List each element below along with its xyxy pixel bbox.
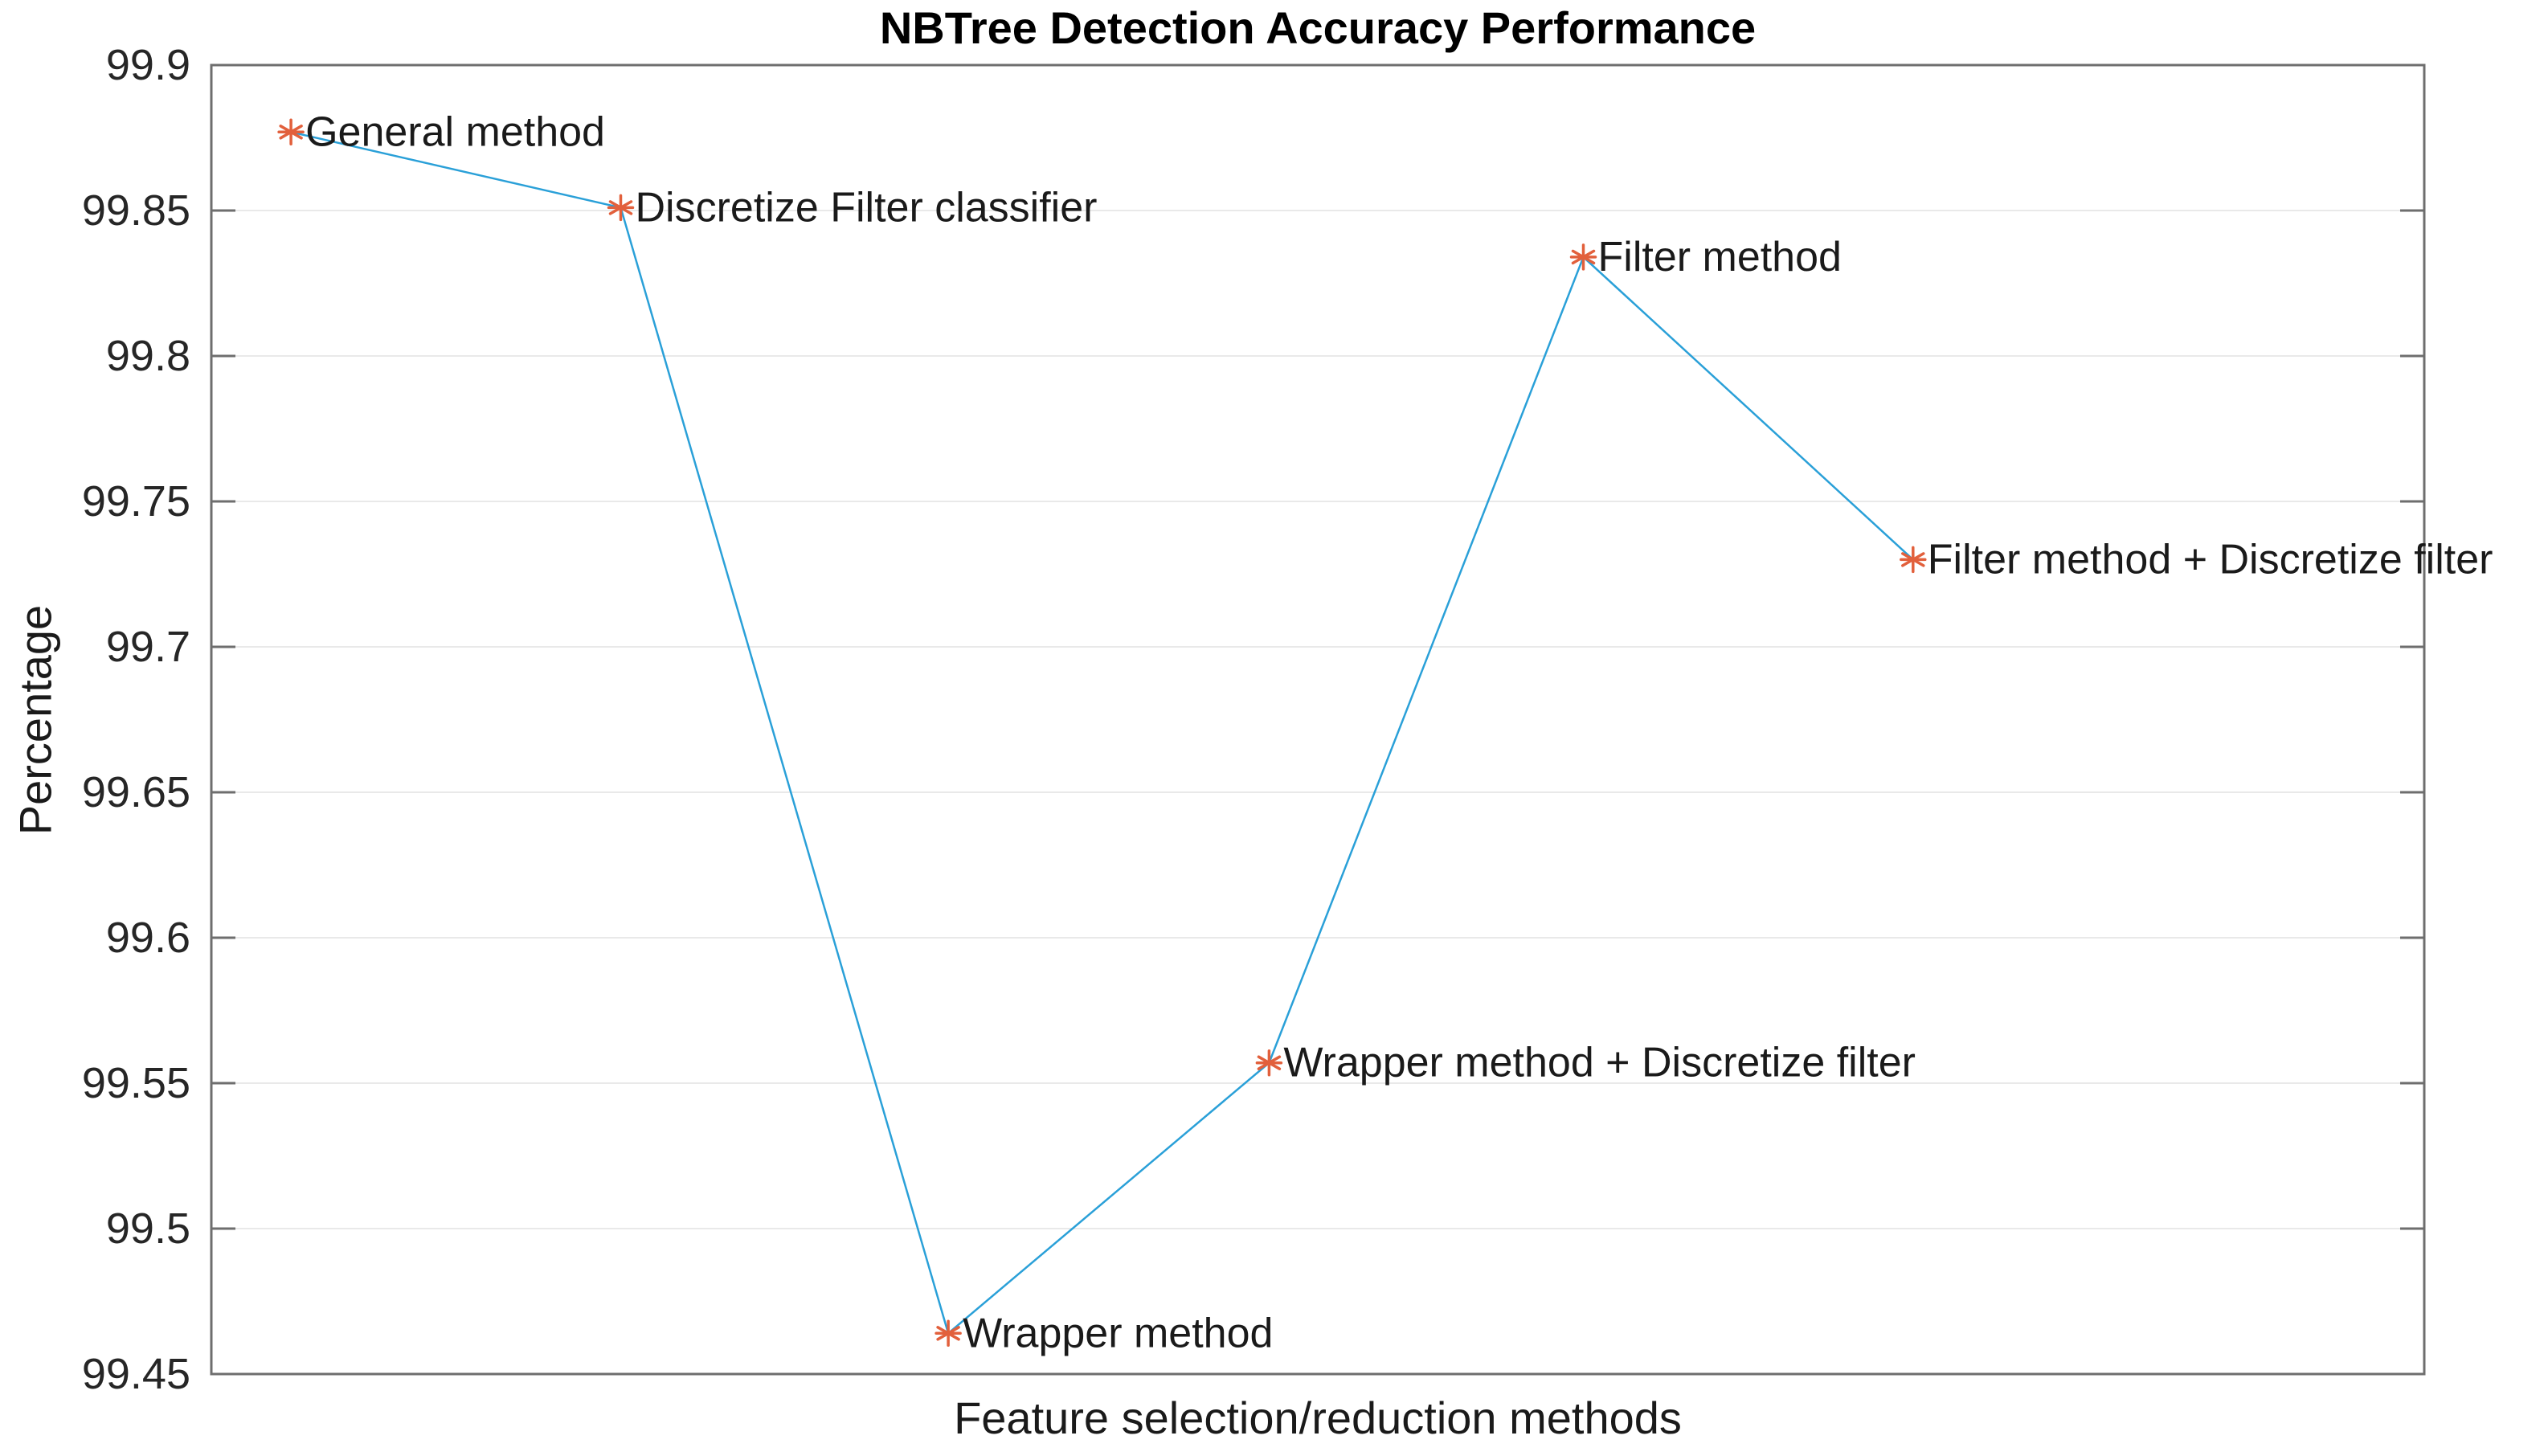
- data-point-label: Wrapper method: [963, 1310, 1273, 1356]
- data-point-label: Filter method: [1598, 234, 1842, 280]
- data-point-label: Discretize Filter classifier: [636, 184, 1098, 231]
- y-tick-label: 99.75: [82, 477, 190, 526]
- y-tick-label: 99.45: [82, 1350, 190, 1398]
- data-line: [290, 131, 1914, 1335]
- y-tick-label: 99.5: [106, 1204, 190, 1253]
- y-tick-label: 99.6: [106, 914, 190, 962]
- y-tick-label: 99.8: [106, 332, 190, 380]
- y-tick-label: 99.9: [106, 41, 190, 89]
- axes-box: [210, 63, 2426, 1376]
- y-tick-label: 99.7: [106, 623, 190, 671]
- data-point-label: General method: [305, 108, 605, 155]
- y-tick-label: 99.85: [82, 186, 190, 235]
- y-tick-label: 99.65: [82, 768, 190, 816]
- data-point-label: Filter method + Discretize filter: [1928, 536, 2493, 583]
- chart-title: NBTree Detection Accuracy Performance: [879, 2, 1757, 53]
- x-axis-label: Feature selection/reduction methods: [954, 1393, 1682, 1443]
- data-point-label: Wrapper method + Discretize filter: [1283, 1040, 1916, 1086]
- y-tick-label: 99.55: [82, 1059, 190, 1107]
